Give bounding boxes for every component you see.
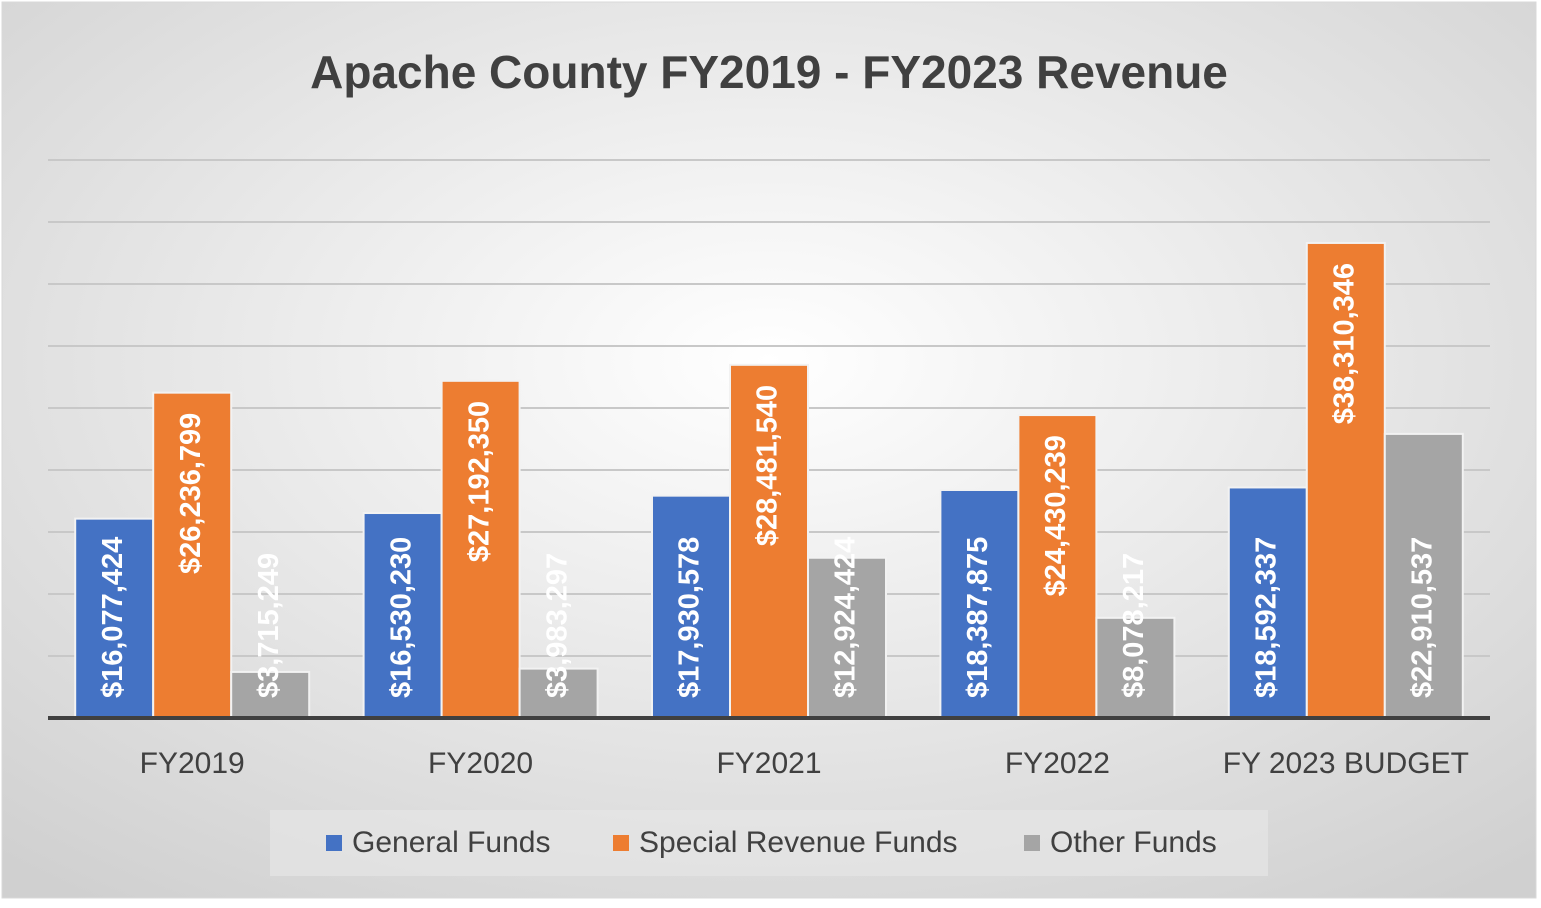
legend-label: Special Revenue Funds	[639, 826, 958, 859]
legend-label: Other Funds	[1050, 826, 1217, 859]
legend-swatch	[326, 835, 342, 851]
data-label: $18,387,875	[962, 537, 994, 698]
data-label: $28,481,540	[752, 385, 784, 546]
x-tick-label: FY2021	[716, 747, 821, 780]
bar	[1305, 241, 1386, 719]
data-label: $26,236,799	[175, 413, 207, 574]
data-label: $22,910,537	[1406, 537, 1438, 698]
legend-swatch	[613, 835, 629, 851]
bar	[518, 667, 599, 719]
data-label: $16,530,230	[385, 537, 417, 698]
data-label: $27,192,350	[463, 401, 495, 562]
legend-label: General Funds	[352, 826, 550, 859]
data-label: $24,430,239	[1040, 435, 1072, 596]
x-tick-label: FY 2023 BUDGET	[1223, 747, 1469, 780]
data-label: $12,924,424	[830, 537, 862, 698]
bar	[939, 488, 1020, 719]
x-tick-label: FY2020	[428, 747, 533, 780]
data-label: $8,078,217	[1118, 553, 1150, 698]
bar	[362, 512, 443, 719]
bar	[1095, 616, 1176, 720]
data-label: $38,310,346	[1328, 263, 1360, 424]
data-label: $17,930,578	[674, 537, 706, 698]
data-label: $3,983,297	[541, 553, 573, 698]
bar	[1227, 486, 1308, 719]
x-tick-label: FY2019	[140, 747, 245, 780]
bar	[729, 363, 809, 719]
data-label: $3,715,249	[253, 553, 285, 698]
data-label: $18,592,337	[1250, 537, 1282, 698]
legend-box	[270, 810, 1268, 876]
data-label: $16,077,424	[97, 537, 129, 698]
chart-title: Apache County FY2019 - FY2023 Revenue	[310, 46, 1228, 98]
bar	[152, 391, 233, 719]
legend-swatch	[1024, 835, 1040, 851]
x-tick-label: FY2022	[1005, 747, 1110, 780]
bar	[1383, 432, 1464, 719]
